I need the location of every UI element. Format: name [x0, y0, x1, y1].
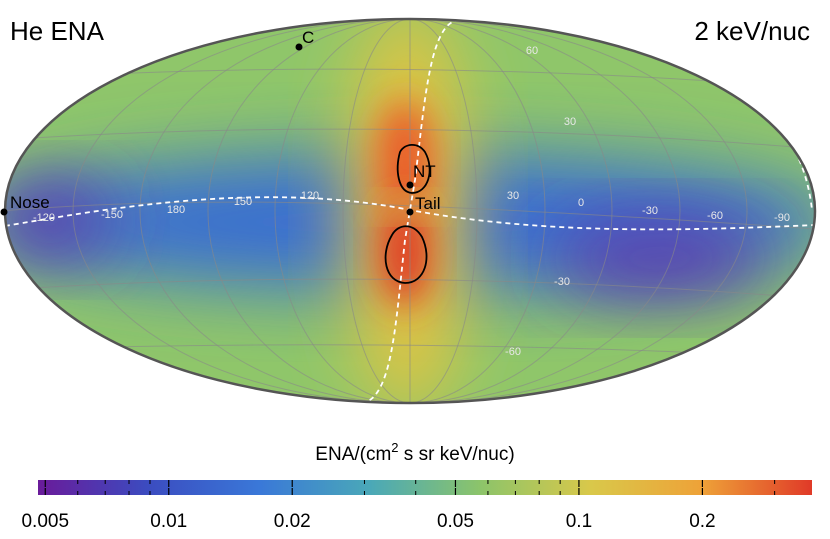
tick-label: 0.1 [566, 511, 592, 532]
tick-label: 0.02 [274, 511, 311, 532]
point-label: NT [413, 162, 436, 181]
points: Nose C NT Tail [0, 28, 441, 216]
grid-label: -90 [774, 212, 790, 224]
point [406, 208, 414, 216]
grid-label: -60 [707, 210, 723, 222]
label-sup: 2 [391, 440, 398, 455]
label-text: ENA/(cm [315, 444, 391, 465]
grid-label: -30 [554, 276, 570, 288]
grid-label: -150 [101, 209, 123, 221]
map-field [5, 19, 815, 403]
grid-label: -30 [642, 205, 658, 217]
grid-label: 30 [564, 116, 576, 128]
tick-label: 0.005 [21, 511, 69, 532]
tick-label: 0.01 [150, 511, 187, 532]
point [0, 208, 8, 216]
colorbar-ticks: 0.005 0.01 0.02 0.05 0.1 0.2 [21, 480, 776, 532]
grid-labels: -120 -150 180 150 120 30 0 -30 -60 -90 30 -30 60 -60 [33, 45, 790, 358]
point-label: Tail [415, 194, 441, 213]
grid-label: 180 [167, 204, 185, 216]
point-label: C [302, 28, 314, 47]
point [295, 43, 303, 51]
tick-label: 0.2 [689, 511, 715, 532]
grid-label: -120 [33, 212, 55, 224]
point-label: Nose [10, 193, 50, 212]
title: He ENA [10, 16, 105, 46]
grid-label: 120 [301, 190, 319, 202]
grid-label: 0 [578, 197, 584, 209]
label-text: s sr keV/nuc) [399, 444, 515, 465]
tick-label: 0.05 [437, 511, 474, 532]
grid-label: 30 [507, 190, 519, 202]
grid-label: -60 [505, 346, 521, 358]
grid-label: 60 [526, 45, 538, 57]
energy: 2 keV/nuc [694, 16, 810, 46]
point [406, 181, 414, 189]
colorbar-label: ENA/(cm2 s sr keV/nuc) [315, 440, 514, 465]
grid-label: 150 [234, 196, 252, 208]
colorbar [38, 480, 812, 495]
